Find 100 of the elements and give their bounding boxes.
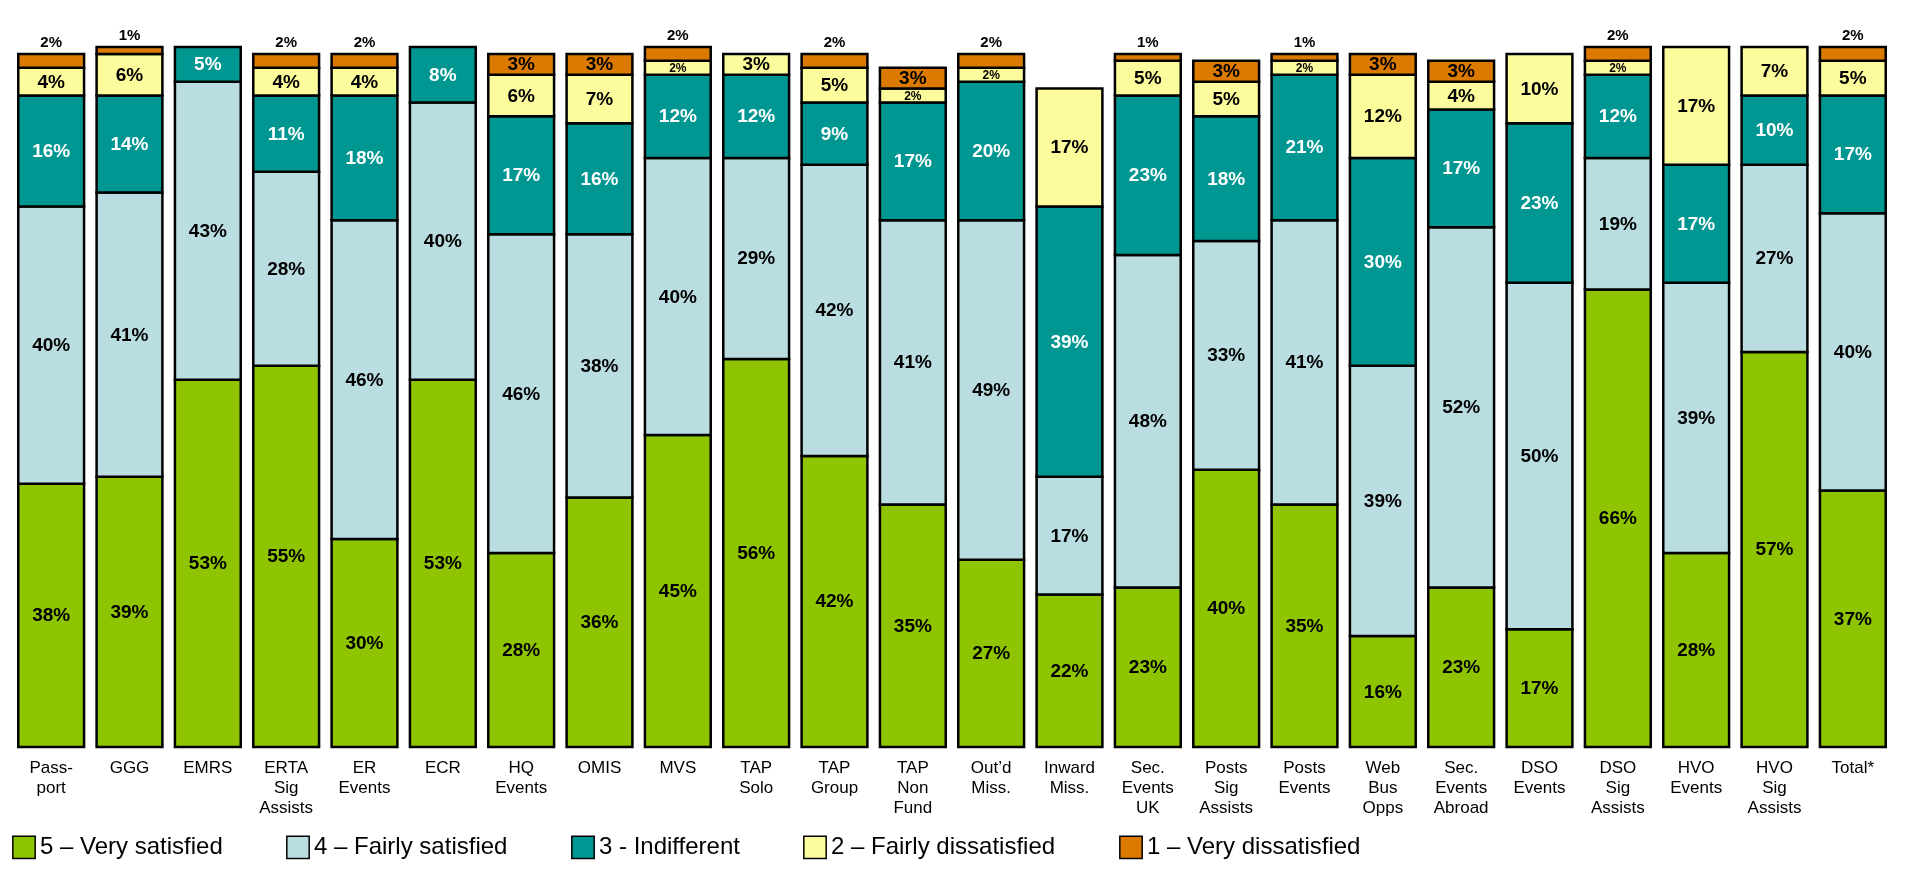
x-tick-label: OMIS — [577, 757, 622, 777]
data-label: 8% — [429, 63, 457, 85]
data-label: 3% — [1447, 60, 1475, 82]
data-label: 35% — [1285, 614, 1324, 636]
x-tick-label: ERTA Sig Assists — [259, 757, 314, 817]
data-label: 2% — [666, 26, 689, 43]
data-label: 43% — [188, 219, 227, 241]
data-label: 2% — [982, 67, 1001, 82]
data-label: 40% — [423, 230, 462, 252]
data-label: 33% — [1207, 344, 1246, 366]
data-label: 5% — [820, 74, 849, 96]
data-label: 17% — [502, 164, 541, 186]
data-label: 12% — [658, 105, 697, 127]
legend-label: 2 – Fairly dissatisfied — [831, 832, 1056, 860]
data-label: 6% — [115, 63, 144, 85]
x-tick-label: HVO Events — [1670, 757, 1723, 797]
data-label: 2% — [40, 32, 63, 50]
data-label: 16% — [1363, 680, 1402, 702]
data-label: 1% — [1293, 32, 1316, 50]
data-label: 23% — [1520, 191, 1559, 213]
data-label: 3% — [1212, 60, 1240, 82]
data-label: 28% — [267, 257, 306, 279]
data-label: 1% — [118, 26, 141, 43]
data-label: 17% — [1050, 524, 1089, 546]
data-label: 39% — [1363, 489, 1402, 511]
data-label: 53% — [423, 552, 462, 574]
x-tick-label: Out’d Miss. — [970, 757, 1012, 797]
x-tick-label: DSO Sig Assists — [1590, 757, 1645, 817]
data-label: 38% — [580, 354, 619, 376]
data-label: 17% — [893, 150, 932, 172]
data-label: 2% — [904, 88, 922, 103]
data-label: 11% — [267, 122, 305, 144]
data-label: 2% — [1841, 26, 1864, 43]
data-label: 17% — [1520, 677, 1559, 699]
data-label: 57% — [1755, 538, 1794, 560]
data-label: 3% — [585, 53, 614, 75]
data-label: 21% — [1285, 136, 1324, 158]
x-tick-label: Inward Miss. — [1043, 757, 1096, 797]
data-label: 4% — [37, 70, 65, 92]
data-label: 14% — [110, 133, 149, 155]
x-tick-label: Posts Sig Assists — [1199, 757, 1254, 817]
data-label: 55% — [267, 545, 306, 567]
data-label: 41% — [1285, 351, 1324, 373]
data-label: 2% — [980, 32, 1003, 50]
data-label: 4% — [350, 70, 379, 92]
data-label: 10% — [1520, 77, 1559, 99]
x-tick-label: Sec. Events Abroad — [1433, 757, 1489, 817]
data-label: 41% — [893, 351, 932, 373]
data-label: 20% — [972, 139, 1011, 161]
data-label: 7% — [1760, 60, 1789, 82]
data-label: 18% — [345, 146, 384, 168]
x-tick-label: ECR — [424, 757, 461, 777]
data-label: 22% — [1050, 659, 1089, 681]
legend-label: 1 – Very dissatisfied — [1147, 832, 1361, 860]
data-label: 41% — [110, 323, 149, 345]
data-label: 30% — [345, 632, 384, 654]
x-tick-label: EMRS — [183, 757, 233, 777]
data-label: 3% — [899, 67, 927, 89]
x-tick-label: GGG — [109, 757, 150, 777]
data-label: 5% — [1212, 87, 1240, 109]
data-label: 2% — [669, 60, 687, 75]
data-label: 4% — [1447, 84, 1475, 106]
data-label: 19% — [1598, 212, 1637, 234]
x-tick-label: Total* — [1831, 757, 1875, 777]
data-label: 2% — [1606, 26, 1629, 43]
data-label: 37% — [1833, 607, 1872, 629]
data-label: 30% — [1363, 250, 1402, 272]
x-tick-label: Sec. Events UK — [1121, 757, 1174, 817]
data-label: 45% — [658, 580, 697, 602]
data-label: 42% — [815, 590, 854, 612]
x-tick-label: Pass-port — [29, 757, 73, 797]
data-label: 17% — [1833, 143, 1872, 165]
data-label: 36% — [580, 611, 619, 633]
x-tick-label: TAP Solo — [739, 757, 774, 797]
data-label: 40% — [1207, 597, 1246, 619]
data-label: 2% — [353, 32, 376, 50]
x-tick-label: ER Events — [338, 757, 391, 797]
data-label: 6% — [507, 84, 535, 106]
data-label: 9% — [820, 122, 849, 144]
data-label: 17% — [1050, 136, 1089, 158]
data-label: 50% — [1520, 444, 1559, 466]
x-tick-label: MVS — [659, 757, 697, 777]
data-label: 42% — [815, 299, 854, 321]
data-label: 2% — [1295, 60, 1314, 75]
data-label: 46% — [345, 368, 384, 390]
x-tick-label: HQ Events — [495, 757, 548, 797]
data-label: 40% — [658, 285, 697, 307]
data-label: 5% — [194, 53, 222, 75]
data-label: 40% — [32, 334, 71, 356]
data-label: 28% — [502, 638, 541, 660]
legend-label: 4 – Fairly satisfied — [314, 832, 508, 860]
data-label: 49% — [972, 379, 1011, 401]
data-label: 27% — [972, 642, 1011, 664]
data-label: 66% — [1598, 507, 1637, 529]
data-label: 2% — [1609, 60, 1627, 75]
data-label: 2% — [275, 32, 298, 50]
x-tick-label: Web Bus Opps — [1362, 757, 1404, 817]
data-label: 5% — [1839, 67, 1867, 89]
data-label: 46% — [502, 382, 541, 404]
data-label: 35% — [893, 614, 932, 636]
